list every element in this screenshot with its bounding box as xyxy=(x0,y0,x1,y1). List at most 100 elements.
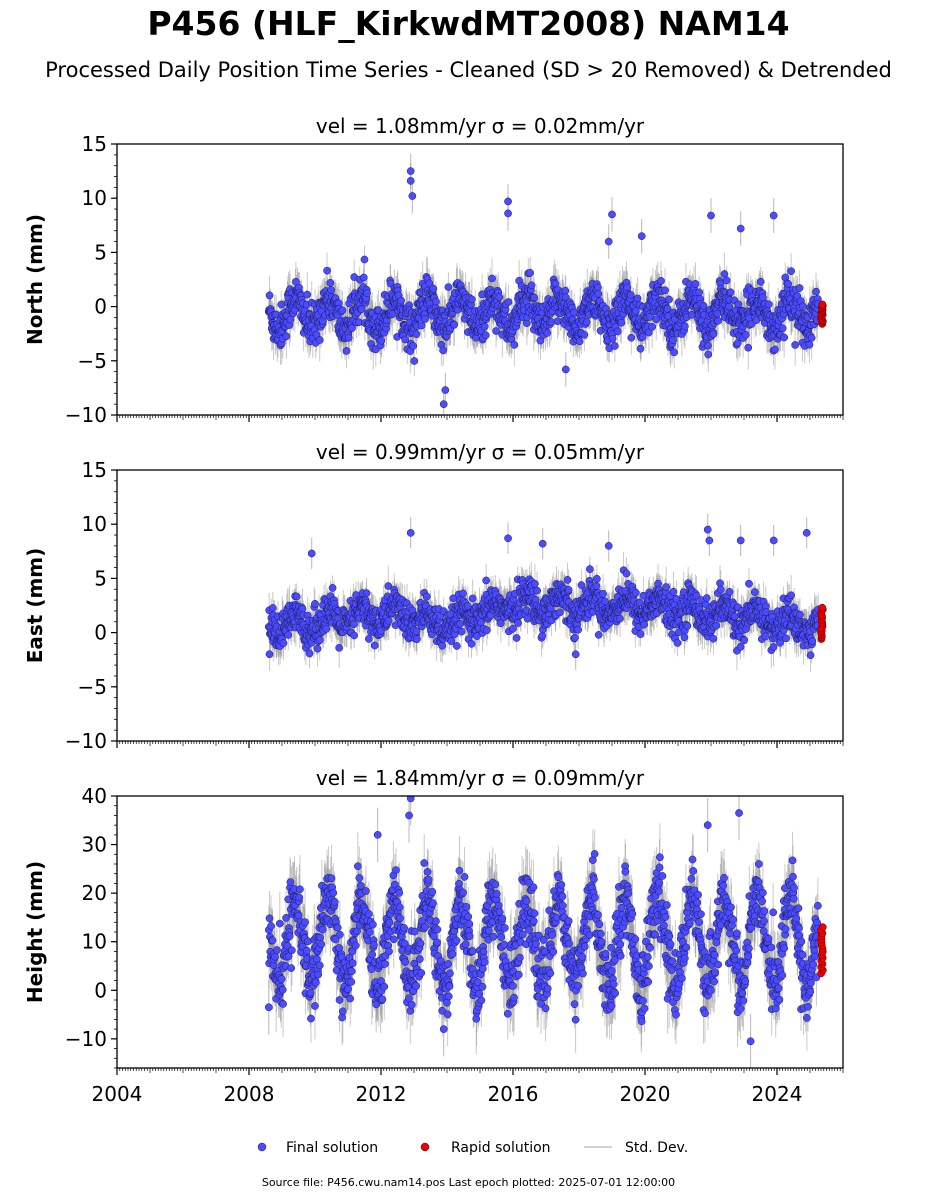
final-point xyxy=(348,324,356,332)
final-point xyxy=(547,318,556,327)
final-point xyxy=(432,297,440,306)
final-point xyxy=(691,280,700,288)
final-point xyxy=(561,286,570,295)
final-point xyxy=(627,333,636,342)
final-point xyxy=(492,327,500,335)
y-tick-label: −5 xyxy=(78,349,107,373)
final-point xyxy=(526,269,534,277)
final-point xyxy=(580,331,589,339)
final-point xyxy=(323,266,331,275)
final-point xyxy=(704,350,713,359)
final-point xyxy=(305,649,314,658)
final-point xyxy=(741,330,750,339)
final-point xyxy=(695,288,703,297)
final-point xyxy=(286,315,295,324)
final-point xyxy=(795,284,804,292)
final-point xyxy=(665,295,673,304)
final-point xyxy=(279,639,288,647)
final-point xyxy=(631,307,640,315)
final-point xyxy=(344,334,353,342)
final-point xyxy=(488,274,496,283)
final-point xyxy=(734,300,743,309)
final-point xyxy=(707,211,715,220)
y-tick-label: −10 xyxy=(65,403,107,427)
final-point xyxy=(699,301,708,310)
final-point xyxy=(408,192,417,200)
final-point xyxy=(780,333,789,342)
final-point xyxy=(736,224,745,233)
chart-title: P456 (HLF_KirkwdMT2008) NAM14 xyxy=(147,4,790,43)
final-point xyxy=(388,310,397,318)
final-point xyxy=(805,340,814,349)
final-point xyxy=(714,316,723,325)
final-point xyxy=(406,167,415,175)
final-point xyxy=(480,322,489,331)
final-point xyxy=(444,283,453,291)
rapid-point xyxy=(818,300,827,309)
plot-area-east xyxy=(264,514,827,672)
final-point xyxy=(652,315,661,324)
plot-frame-north xyxy=(116,143,844,416)
final-point xyxy=(561,365,570,374)
final-point xyxy=(784,280,793,288)
rapid-points-north xyxy=(817,300,827,328)
stddev-bars-north xyxy=(268,153,819,415)
final-point xyxy=(648,322,657,331)
final-point xyxy=(610,342,619,350)
final-point xyxy=(771,345,779,354)
final-point xyxy=(769,211,778,220)
final-point xyxy=(807,334,816,342)
final-point xyxy=(311,599,319,608)
final-point xyxy=(680,322,689,331)
final-point xyxy=(409,342,418,350)
final-point xyxy=(315,336,324,344)
final-point xyxy=(527,281,536,290)
y-axis-label-north: North (mm) xyxy=(23,214,47,345)
final-point xyxy=(661,286,669,295)
final-point xyxy=(360,255,369,264)
final-point xyxy=(636,344,645,353)
y-tick-label: 5 xyxy=(94,240,107,264)
y-tick-label: 0 xyxy=(94,295,107,319)
final-point xyxy=(812,287,820,296)
final-point xyxy=(338,306,347,315)
final-point xyxy=(638,332,647,341)
final-point xyxy=(530,293,539,302)
final-point xyxy=(510,341,519,349)
final-point xyxy=(613,327,622,336)
final-point xyxy=(282,332,291,341)
final-point xyxy=(670,348,679,357)
y-tick-label: 15 xyxy=(82,132,107,156)
final-point xyxy=(439,346,448,355)
final-point xyxy=(787,267,795,275)
final-point xyxy=(744,343,753,352)
final-points-east xyxy=(264,525,823,660)
final-point xyxy=(265,650,274,659)
final-point xyxy=(582,318,591,326)
final-point xyxy=(704,341,712,350)
final-point xyxy=(594,289,603,298)
final-point xyxy=(406,177,415,185)
final-point xyxy=(608,210,616,219)
final-point xyxy=(327,286,335,294)
final-point xyxy=(764,300,773,309)
final-point xyxy=(608,334,617,343)
final-point xyxy=(778,324,787,333)
final-point xyxy=(359,273,368,282)
final-point xyxy=(504,209,512,218)
final-point xyxy=(357,305,366,313)
final-point xyxy=(657,277,665,285)
plot-area-north xyxy=(264,153,827,415)
final-point xyxy=(709,330,718,338)
final-point xyxy=(633,294,642,303)
final-point xyxy=(303,290,312,299)
final-point xyxy=(268,604,277,612)
final-point xyxy=(450,320,459,329)
final-point xyxy=(292,592,301,601)
final-point xyxy=(417,321,426,330)
final-point xyxy=(326,279,335,287)
final-point xyxy=(441,386,450,394)
final-point xyxy=(725,302,734,311)
y-tick-label: 10 xyxy=(82,186,107,210)
final-point xyxy=(265,291,274,300)
